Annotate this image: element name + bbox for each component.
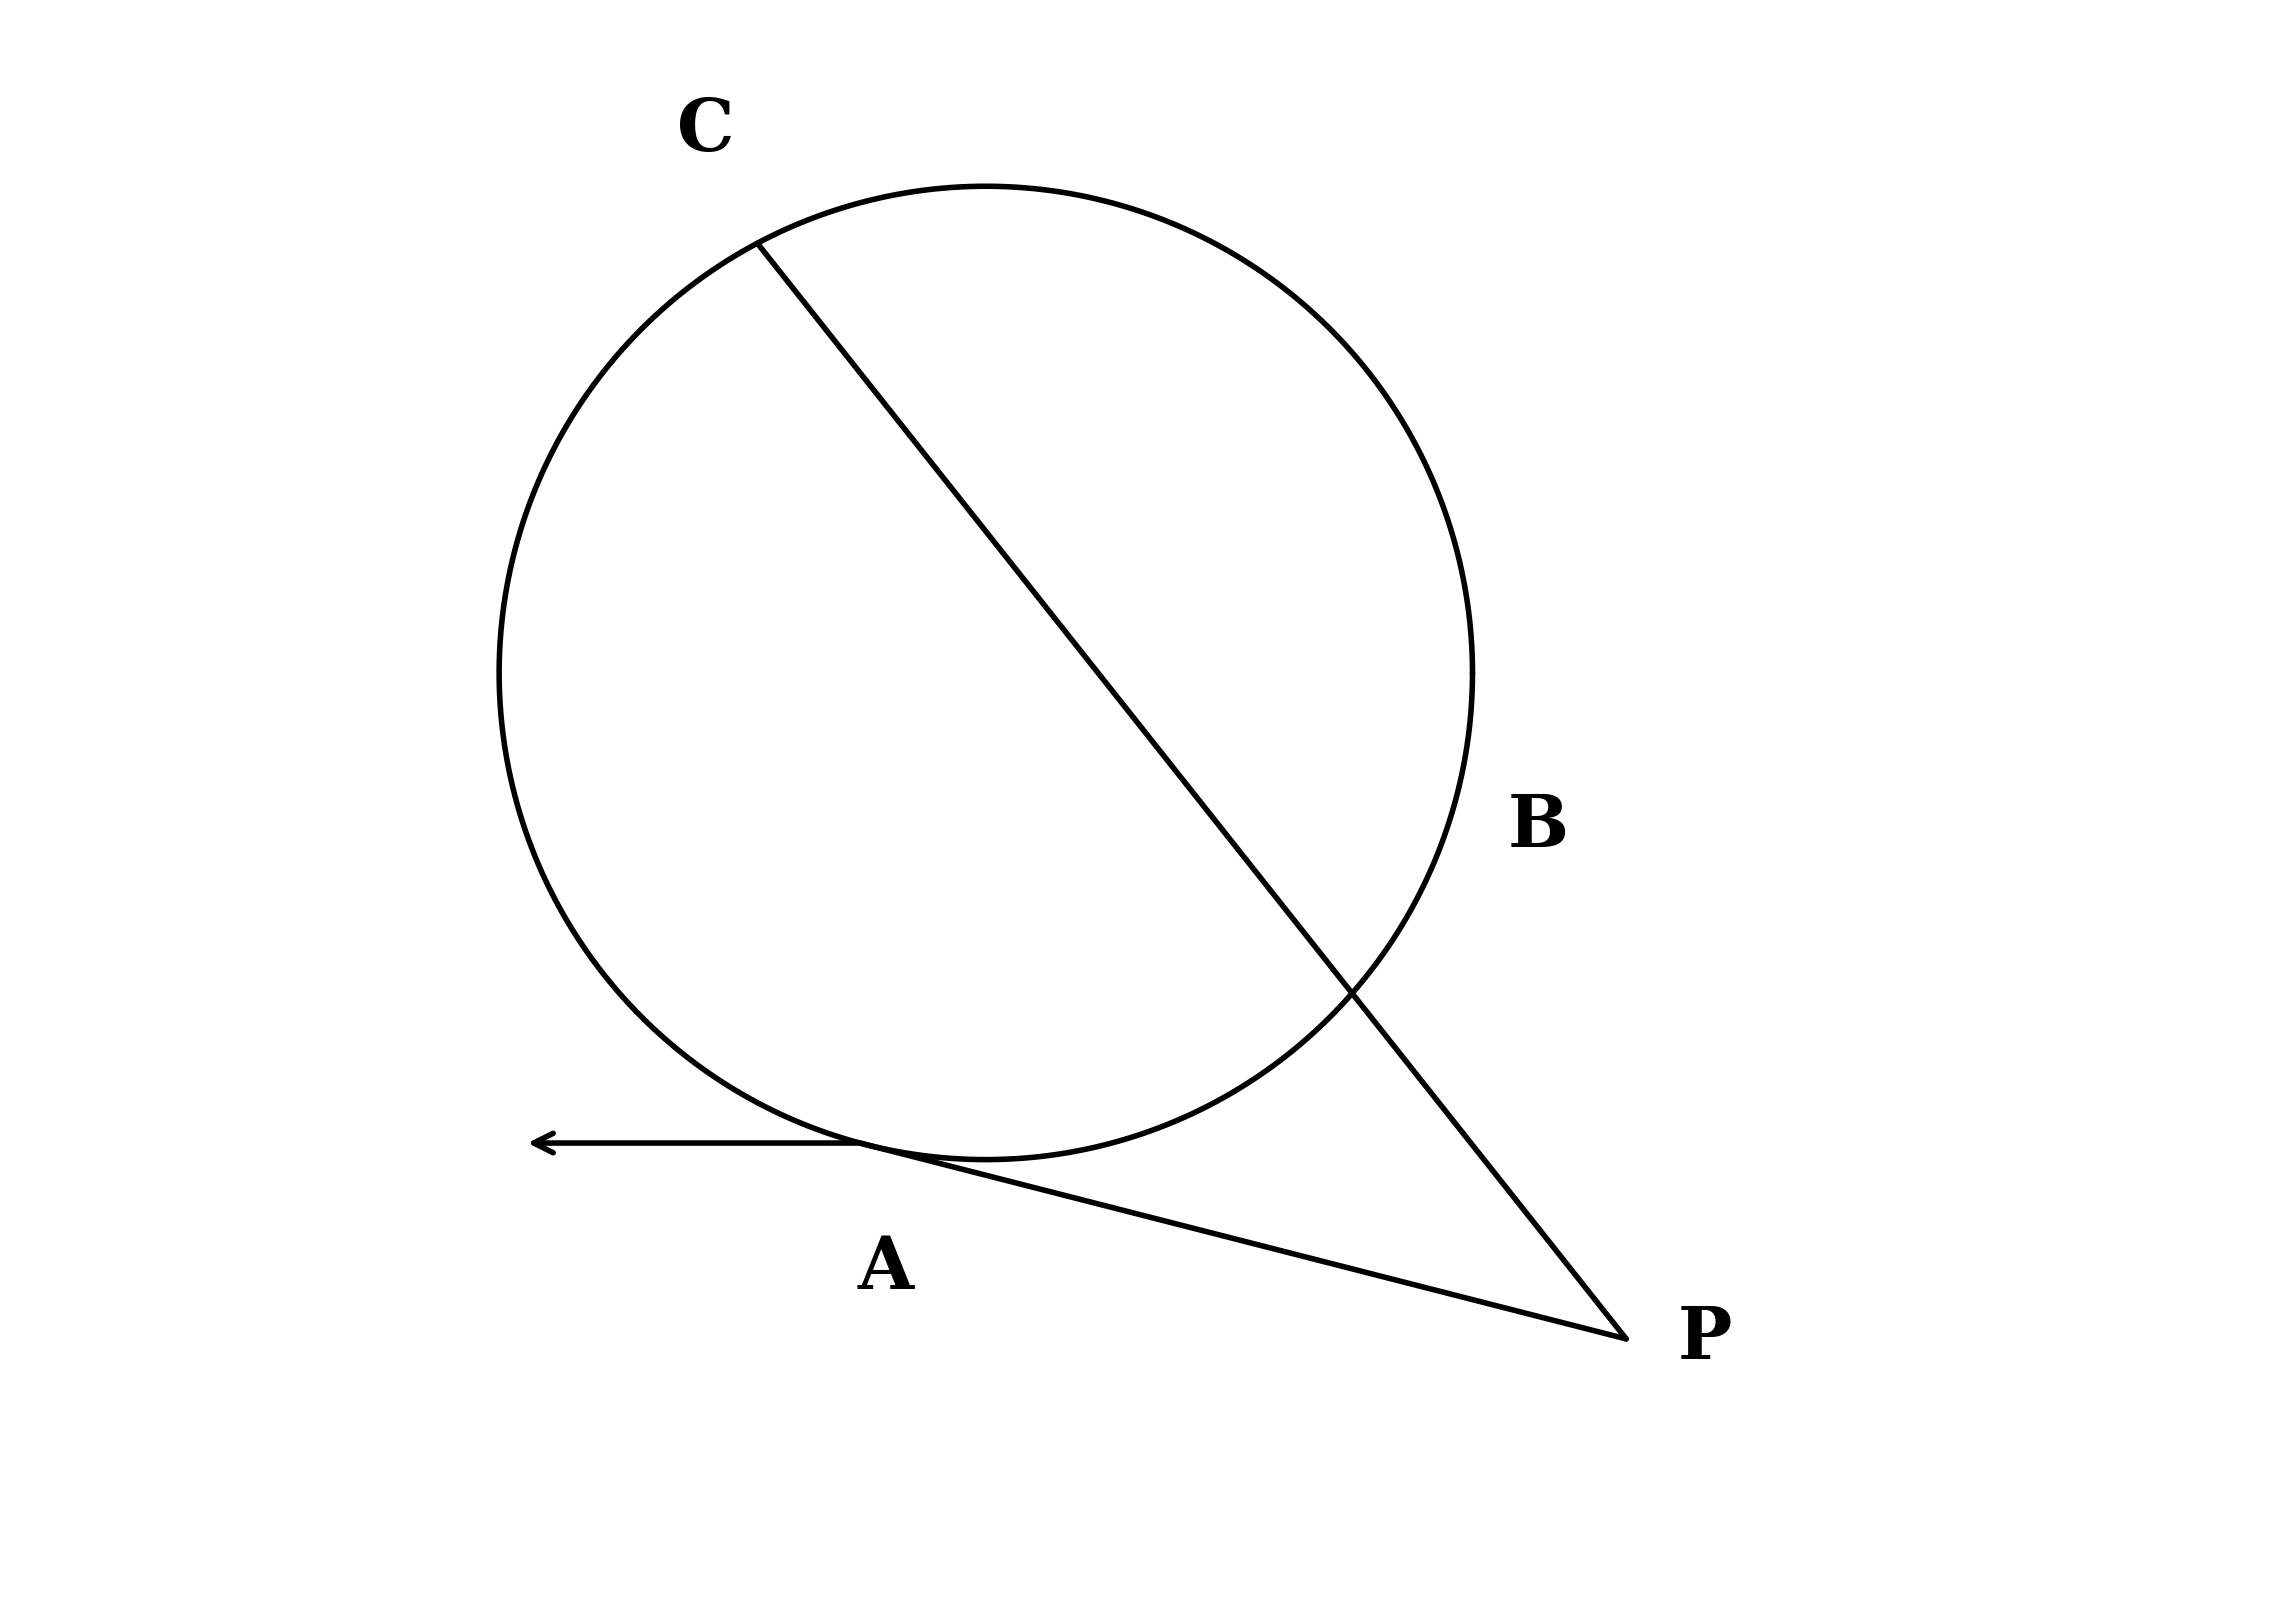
Text: A: A bbox=[857, 1232, 914, 1304]
Text: P: P bbox=[1677, 1304, 1732, 1375]
Text: B: B bbox=[1506, 791, 1568, 862]
Text: C: C bbox=[677, 96, 734, 167]
